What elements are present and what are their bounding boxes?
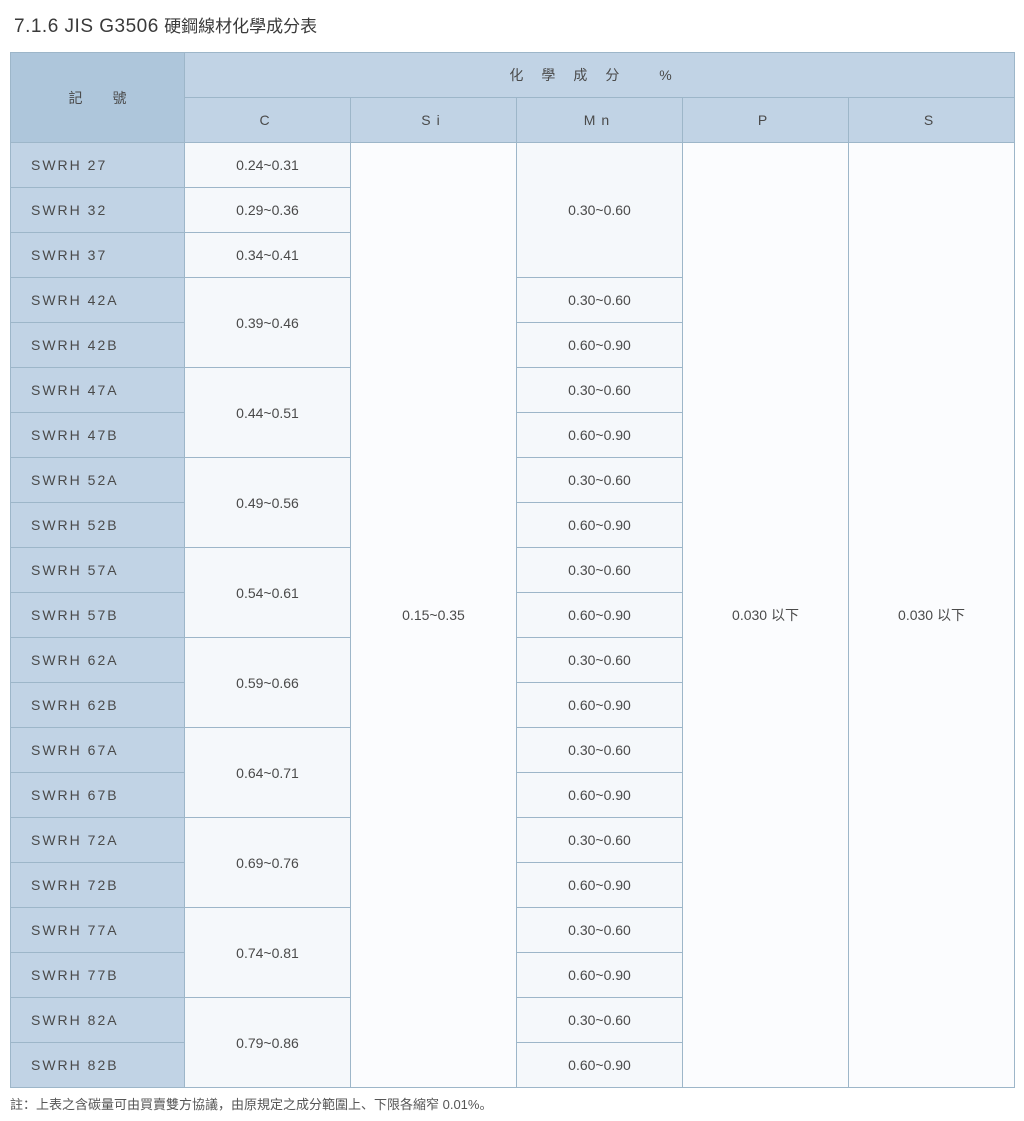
grade-label: SWRH 62A bbox=[11, 638, 185, 683]
cell-mn: 0.30~0.60 bbox=[517, 548, 683, 593]
cell-mn: 0.60~0.90 bbox=[517, 593, 683, 638]
cell-c: 0.59~0.66 bbox=[185, 638, 351, 728]
grade-label: SWRH 77B bbox=[11, 953, 185, 998]
grade-label: SWRH 32 bbox=[11, 188, 185, 233]
cell-c: 0.29~0.36 bbox=[185, 188, 351, 233]
title-prefix: 7.1.6 JIS G3506 bbox=[14, 16, 159, 37]
table-body: SWRH 270.24~0.310.15~0.350.30~0.600.030 … bbox=[11, 143, 1015, 1088]
grade-label: SWRH 67A bbox=[11, 728, 185, 773]
cell-mn: 0.30~0.60 bbox=[517, 368, 683, 413]
cell-mn: 0.30~0.60 bbox=[517, 278, 683, 323]
grade-label: SWRH 57A bbox=[11, 548, 185, 593]
cell-mn: 0.60~0.90 bbox=[517, 683, 683, 728]
grade-label: SWRH 52A bbox=[11, 458, 185, 503]
cell-mn: 0.60~0.90 bbox=[517, 1043, 683, 1088]
cell-c: 0.54~0.61 bbox=[185, 548, 351, 638]
cell-mn: 0.60~0.90 bbox=[517, 863, 683, 908]
group-header: 化學成分 % bbox=[185, 53, 1015, 98]
cell-mn: 0.60~0.90 bbox=[517, 413, 683, 458]
cell-c: 0.64~0.71 bbox=[185, 728, 351, 818]
grade-label: SWRH 77A bbox=[11, 908, 185, 953]
col-header-mn: Mn bbox=[517, 98, 683, 143]
grade-label: SWRH 72B bbox=[11, 863, 185, 908]
cell-mn: 0.30~0.60 bbox=[517, 638, 683, 683]
page-title: 7.1.6 JIS G3506 硬鋼線材化學成分表 bbox=[14, 12, 1014, 38]
grade-label: SWRH 72A bbox=[11, 818, 185, 863]
cell-c: 0.79~0.86 bbox=[185, 998, 351, 1088]
grade-label: SWRH 42B bbox=[11, 323, 185, 368]
col-header-p: P bbox=[683, 98, 849, 143]
grade-label: SWRH 67B bbox=[11, 773, 185, 818]
cell-c: 0.44~0.51 bbox=[185, 368, 351, 458]
cell-mn: 0.60~0.90 bbox=[517, 773, 683, 818]
col-header-s: S bbox=[849, 98, 1015, 143]
cell-c: 0.34~0.41 bbox=[185, 233, 351, 278]
cell-c: 0.69~0.76 bbox=[185, 818, 351, 908]
grade-label: SWRH 57B bbox=[11, 593, 185, 638]
col-header-si: Si bbox=[351, 98, 517, 143]
grade-label: SWRH 42A bbox=[11, 278, 185, 323]
cell-mn: 0.30~0.60 bbox=[517, 998, 683, 1043]
grade-label: SWRH 82A bbox=[11, 998, 185, 1043]
cell-c: 0.39~0.46 bbox=[185, 278, 351, 368]
composition-table: 記號 化學成分 % C Si Mn P S SWRH 270.24~0.310.… bbox=[10, 52, 1015, 1088]
table-row: SWRH 270.24~0.310.15~0.350.30~0.600.030 … bbox=[11, 143, 1015, 188]
grade-label: SWRH 37 bbox=[11, 233, 185, 278]
cell-mn: 0.60~0.90 bbox=[517, 953, 683, 998]
footnote: 註：上表之含碳量可由買賣雙方協議，由原規定之成分範圍上、下限各縮窄 0.01%。 bbox=[10, 1094, 1014, 1113]
cell-mn: 0.30~0.60 bbox=[517, 908, 683, 953]
cell-mn: 0.30~0.60 bbox=[517, 728, 683, 773]
cell-c: 0.74~0.81 bbox=[185, 908, 351, 998]
cell-mn: 0.30~0.60 bbox=[517, 818, 683, 863]
title-suffix: 硬鋼線材化學成分表 bbox=[164, 17, 317, 36]
cell-mn: 0.30~0.60 bbox=[517, 143, 683, 278]
cell-c: 0.24~0.31 bbox=[185, 143, 351, 188]
cell-s: 0.030 以下 bbox=[849, 143, 1015, 1088]
grade-label: SWRH 27 bbox=[11, 143, 185, 188]
cell-si: 0.15~0.35 bbox=[351, 143, 517, 1088]
cell-mn: 0.30~0.60 bbox=[517, 458, 683, 503]
grade-label: SWRH 47A bbox=[11, 368, 185, 413]
row-label-header: 記號 bbox=[11, 53, 185, 143]
grade-label: SWRH 82B bbox=[11, 1043, 185, 1088]
cell-mn: 0.60~0.90 bbox=[517, 503, 683, 548]
col-header-c: C bbox=[185, 98, 351, 143]
grade-label: SWRH 52B bbox=[11, 503, 185, 548]
cell-p: 0.030 以下 bbox=[683, 143, 849, 1088]
cell-c: 0.49~0.56 bbox=[185, 458, 351, 548]
grade-label: SWRH 47B bbox=[11, 413, 185, 458]
cell-mn: 0.60~0.90 bbox=[517, 323, 683, 368]
grade-label: SWRH 62B bbox=[11, 683, 185, 728]
